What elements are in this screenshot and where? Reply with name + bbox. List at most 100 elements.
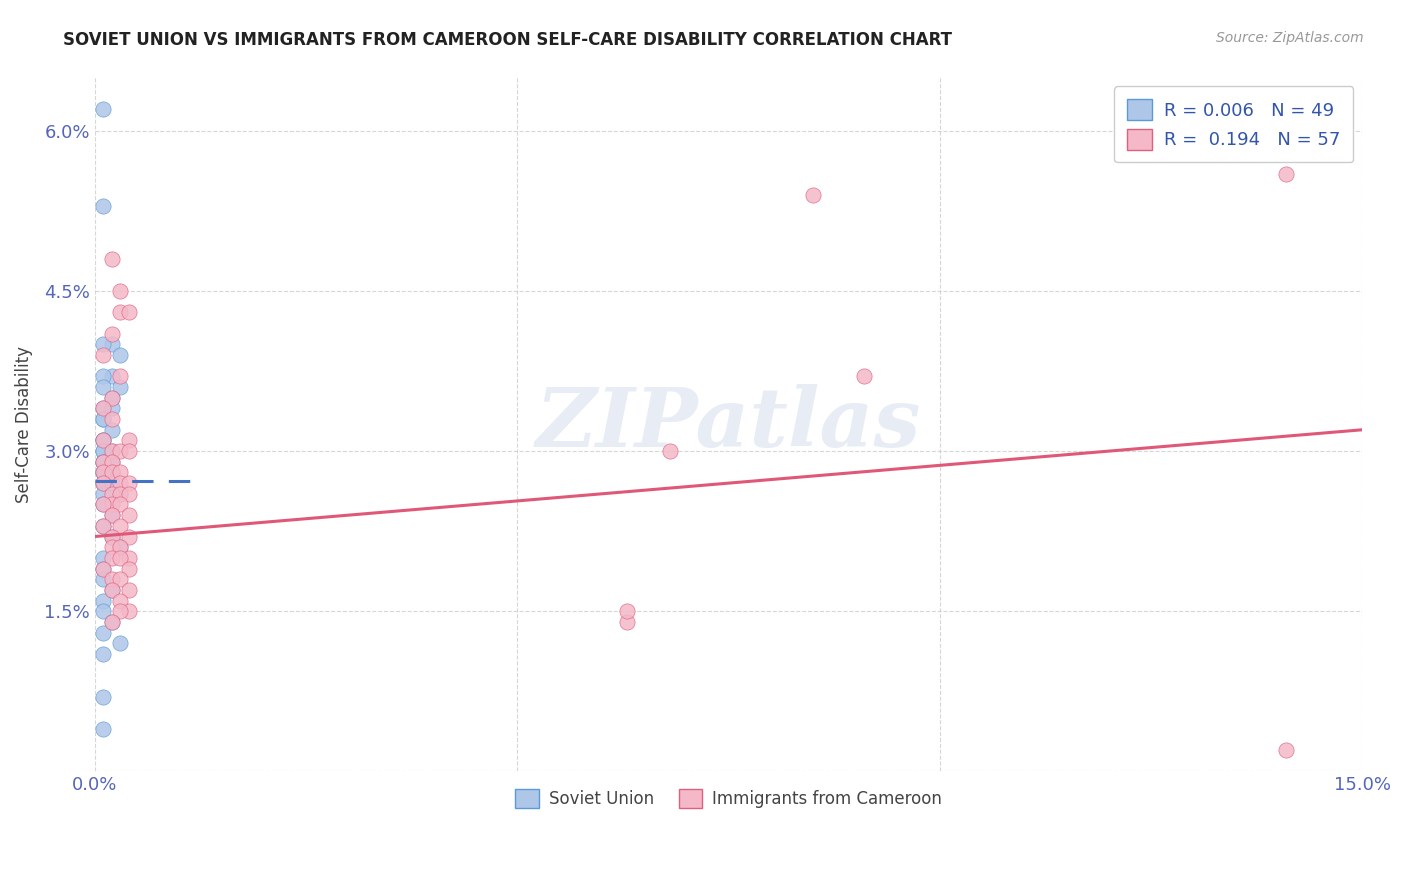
Point — [658, 444, 681, 458]
Point — [118, 529, 141, 543]
Point — [91, 466, 114, 480]
Point — [108, 572, 131, 586]
Point — [100, 337, 122, 351]
Point — [91, 518, 114, 533]
Point — [118, 508, 141, 523]
Point — [100, 412, 122, 426]
Point — [100, 423, 122, 437]
Point — [91, 722, 114, 736]
Point — [91, 434, 114, 448]
Point — [100, 391, 122, 405]
Text: Source: ZipAtlas.com: Source: ZipAtlas.com — [1216, 31, 1364, 45]
Point — [108, 550, 131, 565]
Point — [108, 444, 131, 458]
Point — [91, 401, 114, 416]
Point — [100, 252, 122, 266]
Point — [100, 466, 122, 480]
Point — [100, 401, 122, 416]
Point — [100, 498, 122, 512]
Point — [118, 550, 141, 565]
Point — [91, 518, 114, 533]
Point — [91, 572, 114, 586]
Point — [91, 604, 114, 618]
Point — [91, 647, 114, 661]
Point — [108, 476, 131, 491]
Point — [91, 476, 114, 491]
Point — [100, 444, 122, 458]
Point — [100, 615, 122, 629]
Point — [108, 466, 131, 480]
Y-axis label: Self-Care Disability: Self-Care Disability — [15, 346, 32, 503]
Point — [91, 593, 114, 607]
Point — [100, 444, 122, 458]
Point — [91, 466, 114, 480]
Point — [108, 604, 131, 618]
Point — [100, 582, 122, 597]
Point — [1275, 167, 1298, 181]
Point — [91, 466, 114, 480]
Point — [100, 326, 122, 341]
Point — [100, 487, 122, 501]
Point — [108, 284, 131, 298]
Text: SOVIET UNION VS IMMIGRANTS FROM CAMEROON SELF-CARE DISABILITY CORRELATION CHART: SOVIET UNION VS IMMIGRANTS FROM CAMEROON… — [63, 31, 952, 49]
Point — [108, 636, 131, 650]
Point — [91, 476, 114, 491]
Point — [118, 434, 141, 448]
Point — [100, 455, 122, 469]
Point — [91, 561, 114, 575]
Point — [100, 572, 122, 586]
Legend: Soviet Union, Immigrants from Cameroon: Soviet Union, Immigrants from Cameroon — [509, 782, 949, 815]
Point — [91, 380, 114, 394]
Point — [108, 487, 131, 501]
Point — [91, 348, 114, 362]
Point — [100, 529, 122, 543]
Point — [118, 305, 141, 319]
Point — [91, 412, 114, 426]
Point — [91, 498, 114, 512]
Point — [91, 434, 114, 448]
Point — [91, 690, 114, 704]
Point — [91, 455, 114, 469]
Point — [91, 487, 114, 501]
Point — [100, 529, 122, 543]
Point — [108, 369, 131, 384]
Point — [91, 455, 114, 469]
Point — [1275, 743, 1298, 757]
Point — [801, 187, 824, 202]
Point — [91, 103, 114, 117]
Point — [91, 550, 114, 565]
Point — [108, 498, 131, 512]
Point — [100, 369, 122, 384]
Point — [100, 466, 122, 480]
Point — [91, 369, 114, 384]
Point — [118, 487, 141, 501]
Point — [91, 412, 114, 426]
Point — [100, 466, 122, 480]
Point — [118, 476, 141, 491]
Point — [616, 615, 638, 629]
Point — [100, 615, 122, 629]
Point — [118, 561, 141, 575]
Point — [108, 593, 131, 607]
Point — [91, 198, 114, 212]
Point — [108, 540, 131, 554]
Point — [91, 401, 114, 416]
Point — [100, 550, 122, 565]
Point — [108, 348, 131, 362]
Point — [100, 391, 122, 405]
Point — [91, 434, 114, 448]
Point — [100, 455, 122, 469]
Point — [91, 444, 114, 458]
Point — [91, 498, 114, 512]
Point — [616, 604, 638, 618]
Point — [100, 508, 122, 523]
Point — [108, 487, 131, 501]
Point — [108, 380, 131, 394]
Point — [91, 625, 114, 640]
Point — [100, 540, 122, 554]
Point — [852, 369, 875, 384]
Point — [118, 604, 141, 618]
Point — [91, 455, 114, 469]
Point — [91, 476, 114, 491]
Point — [100, 508, 122, 523]
